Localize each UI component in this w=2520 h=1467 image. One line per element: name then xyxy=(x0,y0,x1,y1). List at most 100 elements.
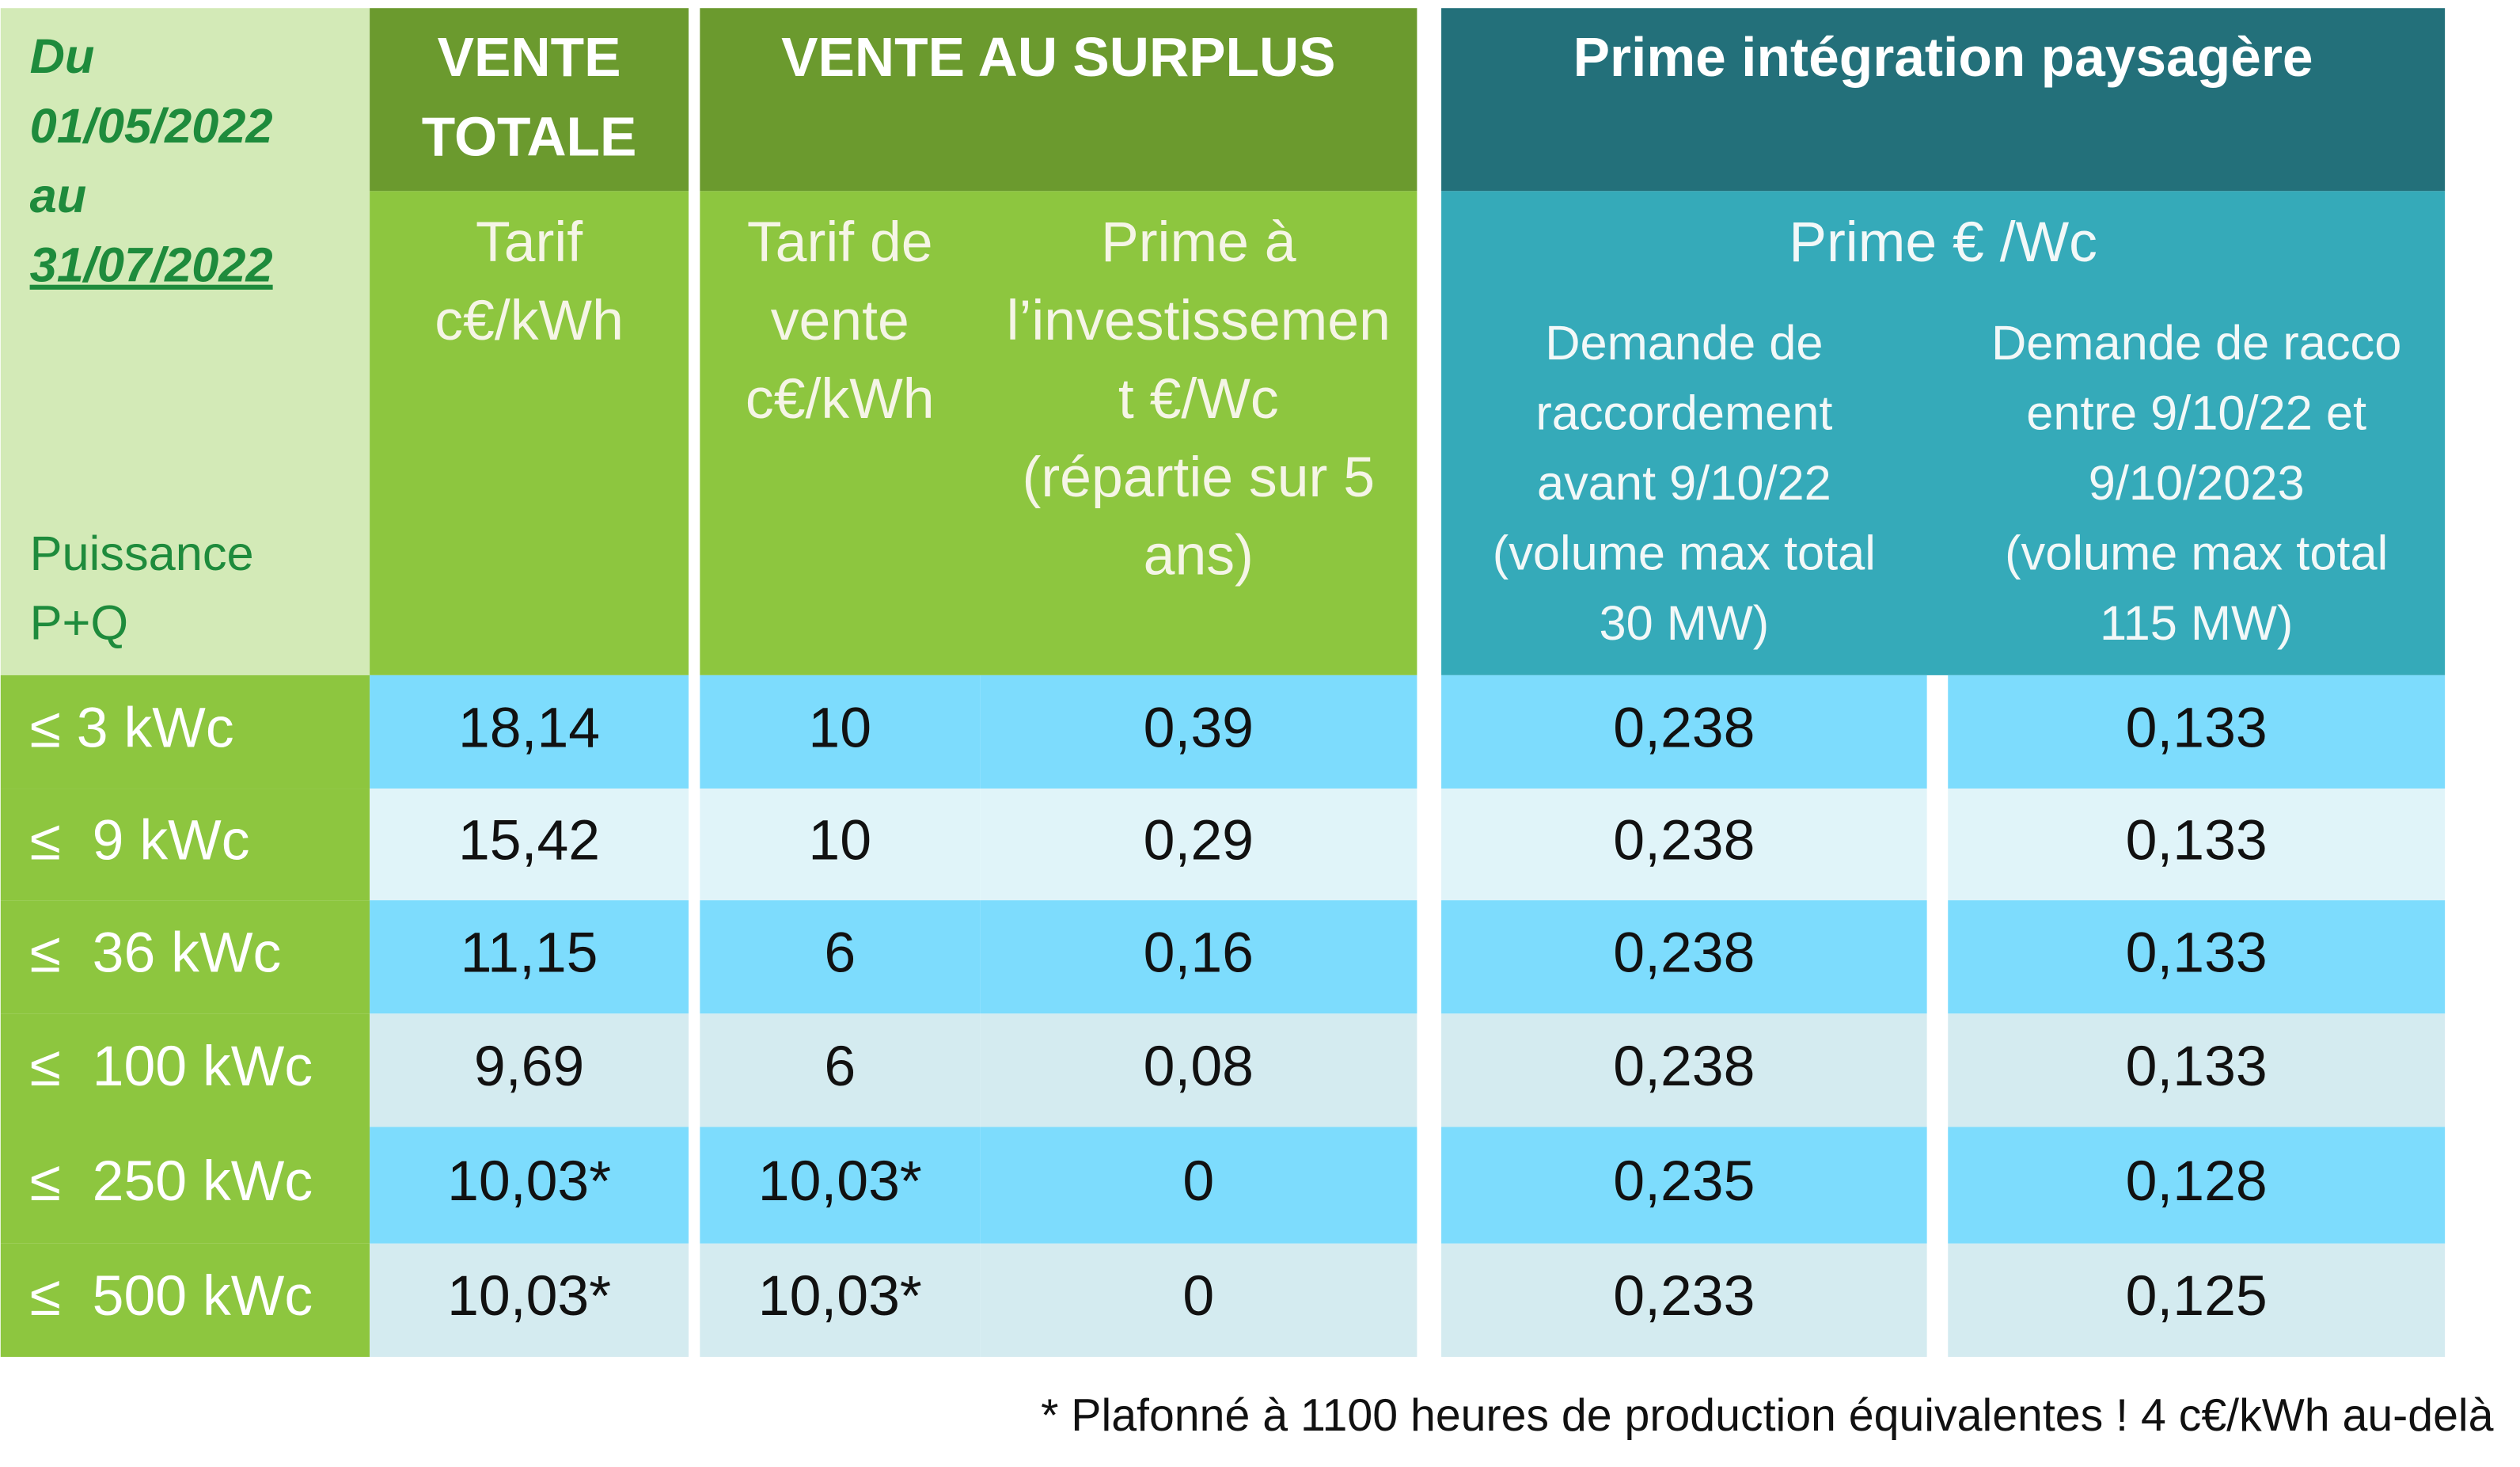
row-label: ≤ 3 kWc xyxy=(30,696,234,759)
column-title: l’investissemen xyxy=(1007,289,1391,352)
cell-value: 10 xyxy=(808,809,871,872)
cell-value: 0,133 xyxy=(2126,1035,2268,1098)
cell-value: 0,238 xyxy=(1613,922,1755,985)
row-label-cell xyxy=(0,1013,370,1127)
cell-value: 0,233 xyxy=(1613,1264,1755,1328)
cell-value: 0,238 xyxy=(1613,696,1755,759)
cell xyxy=(700,900,981,1014)
cell xyxy=(1948,1127,2446,1244)
cell-value: 0,238 xyxy=(1613,1035,1755,1098)
cell-value: 10,03* xyxy=(447,1150,611,1213)
cell-value: 0,133 xyxy=(2126,696,2268,759)
row-label: ≤ 36 kWc xyxy=(30,922,282,985)
cell xyxy=(1441,789,1927,901)
cell-value: 0,39 xyxy=(1144,696,1254,759)
period-text: 01/05/2022 xyxy=(30,99,273,154)
group-title: Prime intégration paysagère xyxy=(1573,26,2313,88)
cell xyxy=(700,789,981,901)
row-label: ≤ 100 kWc xyxy=(30,1035,313,1098)
cell xyxy=(700,1243,981,1357)
row-label-cell xyxy=(0,1127,370,1244)
column-title: Demande de racco xyxy=(1991,316,2401,371)
cell xyxy=(980,900,1418,1014)
group-header xyxy=(1441,8,2446,192)
column-header xyxy=(700,191,1418,675)
cell xyxy=(1441,900,1927,1014)
cell xyxy=(370,675,689,789)
column-header xyxy=(1441,191,2446,675)
cell xyxy=(370,789,689,901)
period-cell xyxy=(0,8,370,675)
cell xyxy=(700,1013,981,1127)
column-header xyxy=(370,191,689,675)
cell xyxy=(370,1243,689,1357)
cell-value: 10,03* xyxy=(447,1264,611,1328)
column-title: t €/Wc xyxy=(1118,367,1279,431)
power-label: P+Q xyxy=(30,596,128,651)
cell xyxy=(980,1243,1418,1357)
row-label-cell xyxy=(0,675,370,789)
column-title: Tarif de xyxy=(747,211,933,274)
cell-value: 0,238 xyxy=(1613,809,1755,872)
period-text: au xyxy=(30,169,87,223)
row-label: ≤ 9 kWc xyxy=(30,809,250,872)
cell xyxy=(980,789,1418,901)
cell-value: 0,235 xyxy=(1613,1150,1755,1213)
cell-value: 6 xyxy=(824,922,856,985)
prime-unit: Prime € /Wc xyxy=(1789,211,2097,274)
period-text: Du xyxy=(30,29,95,84)
column-title: ans) xyxy=(1144,524,1254,587)
cell xyxy=(1441,1127,1927,1244)
cell xyxy=(370,1013,689,1127)
footnote: * Plafonné à 1100 heures de production é… xyxy=(1041,1390,2494,1441)
cell xyxy=(980,675,1418,789)
group-header xyxy=(700,8,1418,192)
column-title: (volume max total xyxy=(1493,526,1876,581)
column-title: Tarif xyxy=(476,211,583,274)
cell xyxy=(980,1013,1418,1127)
row-label: ≤ 250 kWc xyxy=(30,1150,313,1213)
cell xyxy=(1948,1013,2446,1127)
group-title: VENTE AU SURPLUS xyxy=(781,26,1335,88)
group-title: TOTALE xyxy=(422,105,637,167)
cell-value: 11,15 xyxy=(461,922,598,985)
row-label-cell xyxy=(0,900,370,1014)
column-title: c€/kWh xyxy=(435,289,624,352)
cell xyxy=(1441,675,1927,789)
column-title: entre 9/10/22 et xyxy=(2026,386,2366,440)
column-title: c€/kWh xyxy=(746,367,935,431)
cell xyxy=(1441,1243,1927,1357)
column-title: Demande de xyxy=(1545,316,1823,371)
cell-value: 0 xyxy=(1182,1264,1214,1328)
power-label: Puissance xyxy=(30,526,254,581)
cell xyxy=(1948,1243,2446,1357)
cell xyxy=(700,1127,981,1244)
row-label: ≤ 500 kWc xyxy=(30,1264,313,1328)
cell-value: 18,14 xyxy=(458,696,600,759)
cell-value: 6 xyxy=(824,1035,856,1098)
group-header xyxy=(370,8,689,192)
cell xyxy=(980,1127,1418,1244)
cell-value: 0,128 xyxy=(2126,1150,2268,1213)
cell xyxy=(1948,675,2446,789)
column-title: avant 9/10/22 xyxy=(1537,456,1831,511)
cell-value: 0,16 xyxy=(1144,922,1254,985)
cell xyxy=(1948,900,2446,1014)
cell xyxy=(370,900,689,1014)
row-label-cell xyxy=(0,789,370,901)
cell-value: 10,03* xyxy=(758,1150,922,1213)
column-title: (répartie sur 5 xyxy=(1023,446,1376,509)
column-title: vente xyxy=(771,289,909,352)
column-title: Prime à xyxy=(1101,211,1296,274)
column-title: 30 MW) xyxy=(1600,596,1770,651)
row-label-cell xyxy=(0,1243,370,1357)
cell-value: 15,42 xyxy=(458,809,600,872)
cell xyxy=(370,1127,689,1244)
cell xyxy=(1441,1013,1927,1127)
column-title: (volume max total xyxy=(2005,526,2388,581)
column-title: raccordement xyxy=(1535,386,1832,440)
column-title: 9/10/2023 xyxy=(2089,456,2305,511)
cell-value: 0,29 xyxy=(1144,809,1254,872)
